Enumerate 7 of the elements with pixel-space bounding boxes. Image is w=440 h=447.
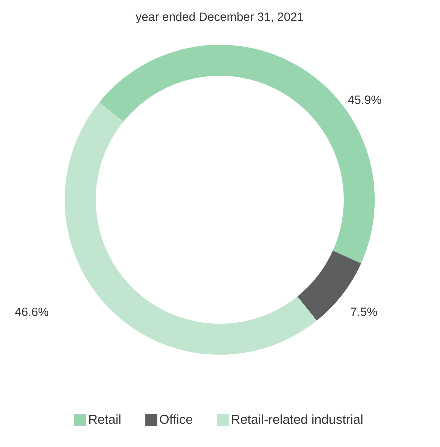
chart-title: year ended December 31, 2021: [136, 12, 304, 24]
legend-label: Office: [160, 414, 193, 424]
data-label: 45.9%: [348, 96, 382, 104]
legend-label: Retail: [89, 414, 121, 424]
legend-label: Retail-related industrial: [232, 414, 363, 424]
data-label: 7.5%: [351, 308, 378, 316]
data-label: 46.6%: [15, 308, 48, 316]
